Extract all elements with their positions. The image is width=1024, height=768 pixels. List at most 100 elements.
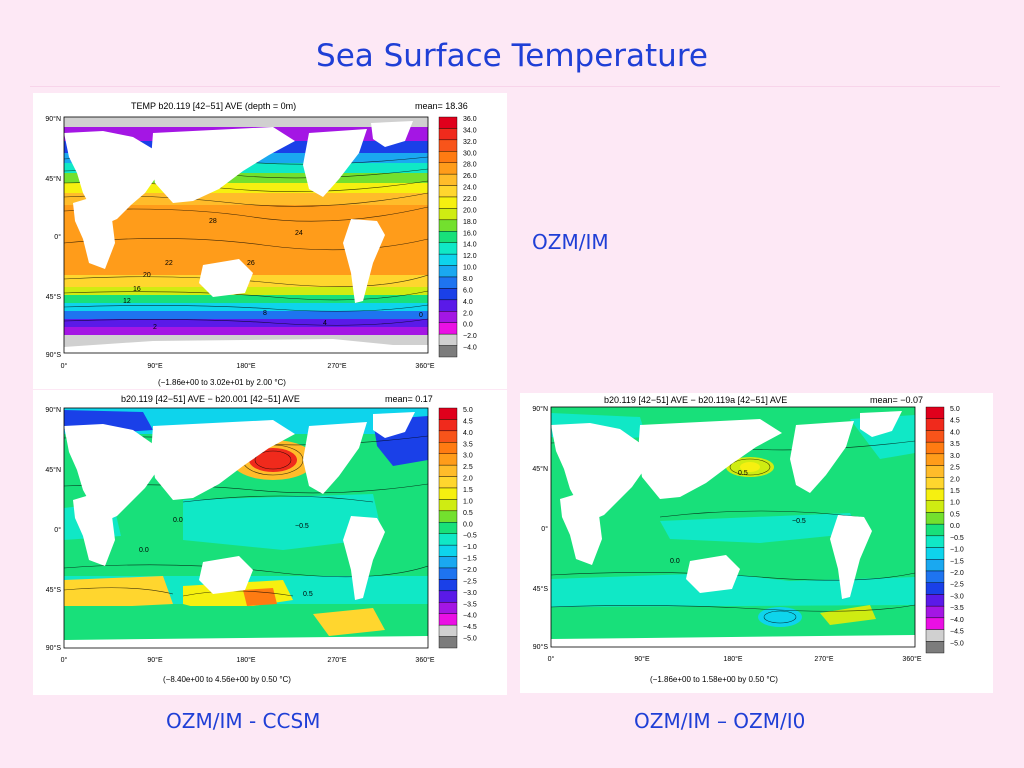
colorbar-swatch [438,333,458,346]
colorbar-swatch [438,128,458,141]
colorbar-swatch [925,641,945,654]
colorbar-swatch [925,629,945,642]
colorbar-label: −4.5 [950,629,964,636]
colorbar-swatch [438,151,458,163]
colorbar-label: 0.0 [463,521,473,528]
panel-mean: mean= 18.36 [415,101,468,111]
panel-header: b20.119 [42−51] AVE − b20.119a [42−51] A… [604,395,787,405]
diff-ccsm-map-panel: b20.119 [42−51] AVE − b20.001 [42−51] AV… [33,390,507,695]
colorbar-label: −2.5 [463,578,477,585]
lat-label: 45°N [532,465,548,473]
panel-mean: mean= 0.17 [385,394,433,404]
colorbar-label: −2.0 [463,567,477,574]
colorbar-label: 26.0 [463,173,477,180]
lon-label: 0° [61,362,68,370]
colorbar-swatch [438,544,458,557]
colorbar-swatch [925,594,945,607]
colorbar-swatch [438,533,458,546]
lat-label: 90°N [532,405,548,413]
colorbar-label: 12.0 [463,253,477,260]
colorbar-swatch [925,512,945,525]
colorbar-label: 1.0 [463,498,473,505]
colorbar-swatch [438,442,458,454]
contour-label: 0.5 [303,591,313,598]
contour-label: −0.5 [792,518,806,525]
diff-ozm-map-panel: b20.119 [42−51] AVE − b20.119a [42−51] A… [520,393,993,693]
colorbar-swatch [438,522,458,534]
colorbar-swatch [925,465,945,478]
colorbar-label: 2.0 [463,476,473,483]
lat-label: 45°N [45,466,61,474]
caption-ozm-im-minus-ozm-i0: OZM/IM – OZM/I0 [634,709,806,733]
colorbar-label: −2.0 [463,333,477,340]
contour-label: 0 [419,312,423,319]
lon-label: 90°E [147,656,163,664]
colorbar-swatch [438,636,458,649]
colorbar-swatch [925,477,945,490]
panel-header: TEMP b20.119 [42−51] AVE (depth = 0m) [131,101,296,111]
lon-label: 360°E [415,362,434,370]
colorbar-label: 16.0 [463,230,477,237]
colorbar-label: −3.0 [463,590,477,597]
lat-label: 45°N [45,175,61,183]
colorbar-label: 28.0 [463,162,477,169]
colorbar-swatch [438,242,458,255]
caption-ozm-im: OZM/IM [532,230,609,254]
colorbar-swatch [438,219,458,232]
colorbar-swatch [438,196,458,209]
lon-label: 360°E [902,655,921,663]
lon-label: 0° [548,655,555,663]
colorbar-label: 1.0 [950,500,960,507]
colorbar-swatch [925,605,945,619]
panel-mean: mean= −0.07 [870,395,923,405]
colorbar-swatch [438,419,458,432]
colorbar-label: 24.0 [463,185,477,192]
colorbar-label: −2.5 [950,582,964,589]
colorbar-swatch [438,288,458,301]
colorbar-label: 8.0 [463,276,473,283]
colorbar: 5.0 4.5 4.0 3.5 3.0 2.5 2.0 1.5 1.0 0.5 0.0 −0.5 −1.… [925,406,964,654]
colorbar-label: 0.0 [463,322,473,329]
sst-map-panel: TEMP b20.119 [42−51] AVE (depth = 0m) me… [33,93,507,389]
colorbar-swatch [925,535,945,548]
colorbar-label: 4.5 [950,418,960,425]
colorbar-swatch [438,231,458,243]
contour-label: 0.0 [139,547,149,554]
colorbar-swatch [438,299,458,312]
colorbar-swatch [925,441,945,455]
colorbar-swatch [438,253,458,266]
contour-label: 0.0 [173,517,183,524]
colorbar-label: −4.0 [950,617,964,624]
colorbar-swatch [438,265,458,278]
colorbar-swatch [438,590,458,603]
lon-label: 180°E [236,362,255,370]
colorbar-label: 32.0 [463,139,477,146]
colorbar-label: −1.5 [950,558,964,565]
colorbar-swatch [925,500,945,513]
colorbar-swatch [438,453,458,466]
continents [64,121,428,353]
colorbar-label: 6.0 [463,287,473,294]
colorbar-label: 34.0 [463,127,477,134]
contour-label: 26 [247,260,255,267]
continents [64,412,428,648]
colorbar-swatch [438,476,458,489]
contour-label: 0.5 [738,470,748,477]
colorbar-label: 5.0 [463,407,473,414]
panel-range: (−1.86e+00 to 3.02e+01 by 2.00 °C) [158,378,286,387]
colorbar-label: 3.5 [463,441,473,448]
colorbar-label: 1.5 [463,487,473,494]
colorbar-label: −3.5 [950,605,964,612]
colorbar-swatch [438,322,458,335]
colorbar-label: 10.0 [463,265,477,272]
map-field [64,117,428,353]
colorbar-label: 2.0 [463,310,473,317]
map-field [551,407,915,647]
colorbar-label: 2.5 [950,465,960,472]
colorbar-swatch [438,116,458,129]
colorbar-label: 4.5 [463,418,473,425]
colorbar-label: −1.0 [463,544,477,551]
colorbar-label: −1.5 [463,556,477,563]
lat-label: 90°S [46,351,62,359]
colorbar-label: −3.0 [950,593,964,600]
